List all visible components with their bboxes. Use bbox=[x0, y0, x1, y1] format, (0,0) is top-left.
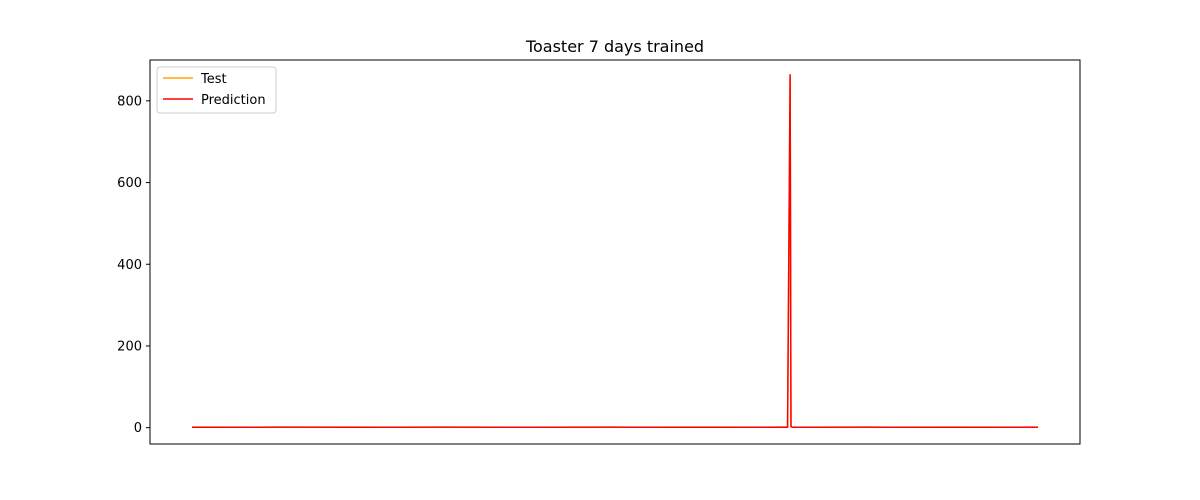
chart-title: Toaster 7 days trained bbox=[525, 37, 704, 56]
y-axis: 0 200 400 600 800 bbox=[117, 94, 150, 436]
legend-label-prediction: Prediction bbox=[201, 93, 266, 108]
y-tick-label-200: 200 bbox=[117, 339, 142, 354]
y-tick-label-600: 600 bbox=[117, 176, 142, 191]
plot-frame bbox=[149, 59, 1081, 445]
series-line-prediction bbox=[191, 73, 1039, 428]
series-layer bbox=[191, 73, 1039, 428]
y-tick-label-0: 0 bbox=[134, 421, 142, 436]
series-line-test bbox=[191, 75, 1039, 428]
y-tick-label-800: 800 bbox=[117, 94, 142, 109]
legend: Test Prediction bbox=[156, 66, 277, 114]
legend-label-test: Test bbox=[200, 72, 227, 87]
y-tick-label-400: 400 bbox=[117, 258, 142, 273]
